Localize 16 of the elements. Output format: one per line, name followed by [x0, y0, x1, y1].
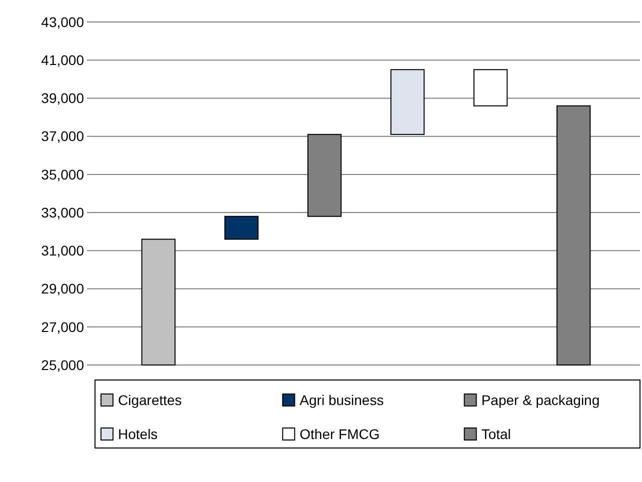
legend-label: Other FMCG [300, 426, 380, 442]
legend-label: Total [481, 426, 511, 442]
y-tick-label: 35,000 [41, 166, 84, 182]
legend-label: Paper & packaging [481, 392, 600, 408]
legend-label: Hotels [118, 426, 158, 442]
y-tick-label: 37,000 [41, 128, 84, 144]
y-tick-label: 27,000 [41, 318, 84, 335]
y-tick-label: 31,000 [41, 242, 84, 259]
y-tick-label: 39,000 [41, 90, 84, 106]
y-tick-label: 33,000 [41, 204, 84, 220]
y-tick-label: 29,000 [41, 280, 84, 297]
y-tick-label: 43,000 [41, 14, 84, 30]
legend-label: Agri business [300, 392, 384, 408]
legend-label: Cigarettes [118, 392, 182, 408]
y-tick-label: 41,000 [41, 52, 84, 68]
y-tick-label: 25,000 [41, 356, 84, 373]
